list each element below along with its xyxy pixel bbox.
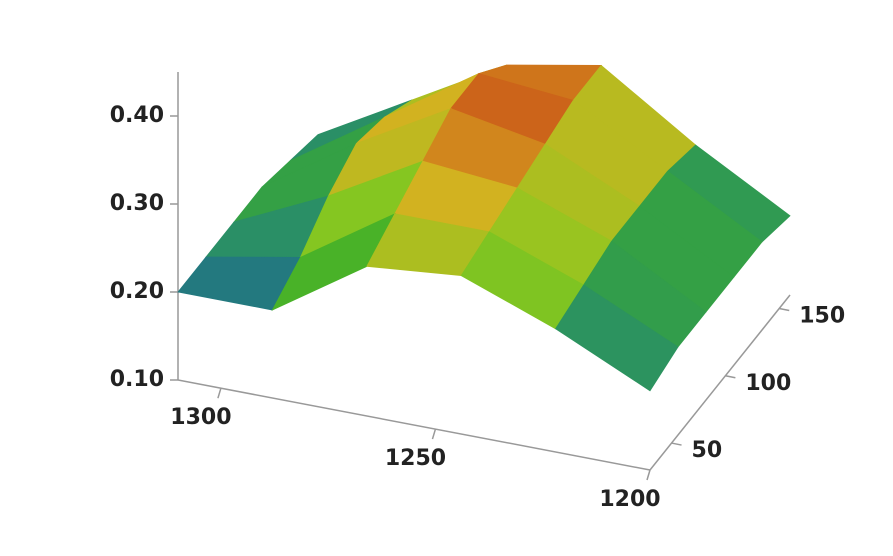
- y-axis: [649, 294, 791, 471]
- x-tick-label: 1300: [170, 405, 231, 430]
- y-tick: [725, 375, 736, 379]
- x-tick: [217, 387, 222, 399]
- z-tick-label: 0.20: [110, 279, 164, 304]
- z-tick-label: 0.10: [110, 367, 164, 392]
- y-tick-label: 50: [692, 438, 723, 463]
- x-tick-label: 1250: [385, 446, 446, 471]
- y-tick-label: 150: [799, 303, 845, 328]
- x-axis: [177, 379, 651, 471]
- y-tick: [671, 442, 682, 446]
- x-tick: [646, 469, 651, 481]
- z-tick-label: 0.40: [110, 103, 164, 128]
- x-tick: [431, 428, 437, 440]
- y-tick: [779, 307, 790, 312]
- y-tick-label: 100: [745, 371, 791, 396]
- surface-patch: [555, 284, 679, 392]
- z-tick-label: 0.30: [110, 191, 164, 216]
- x-tick-label: 1200: [599, 487, 660, 512]
